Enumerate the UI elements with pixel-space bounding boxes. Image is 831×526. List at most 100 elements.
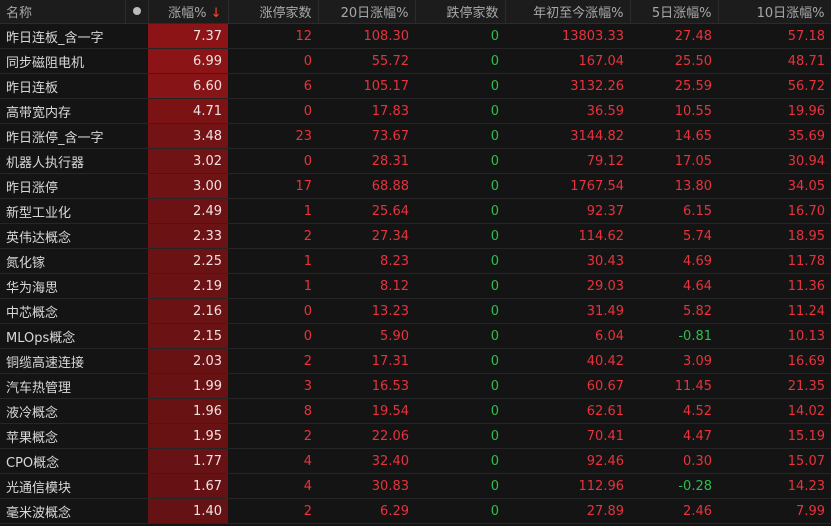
cell-limit-up: 4 — [228, 448, 318, 474]
table-row[interactable]: 毫米波概念 1.40 2 6.29 0 27.89 2.46 7.99 — [0, 498, 831, 524]
cell-10d: 11.36 — [718, 273, 831, 299]
cell-limit-down: 0 — [415, 248, 505, 274]
table-row[interactable]: 昨日连板_含一字 7.37 12 108.30 0 13803.33 27.48 57.18 — [0, 23, 831, 49]
cell-20d: 17.83 — [318, 98, 415, 124]
cell-5d: 25.59 — [630, 73, 718, 99]
table-row[interactable]: 苹果概念 1.95 2 22.06 0 70.41 4.47 15.19 — [0, 423, 831, 449]
cell-20d: 30.83 — [318, 473, 415, 499]
table-row[interactable]: 液冷概念 1.96 8 19.54 0 62.61 4.52 14.02 — [0, 398, 831, 424]
table-row[interactable]: 英伟达概念 2.33 2 27.34 0 114.62 5.74 18.95 — [0, 223, 831, 249]
cell-limit-up: 12 — [228, 23, 318, 49]
cell-limit-up: 17 — [228, 173, 318, 199]
cell-limit-up: 1 — [228, 198, 318, 224]
cell-10d: 15.19 — [718, 423, 831, 449]
cell-limit-down: 0 — [415, 298, 505, 324]
cell-change: 1.40 — [148, 498, 228, 524]
table-row[interactable]: 昨日连板 6.60 6 105.17 0 3132.26 25.59 56.72 — [0, 73, 831, 99]
cell-20d: 55.72 — [318, 48, 415, 74]
cell-10d: 14.23 — [718, 473, 831, 499]
cell-limit-down: 0 — [415, 423, 505, 449]
cell-limit-up: 3 — [228, 373, 318, 399]
table-row[interactable]: 机器人执行器 3.02 0 28.31 0 79.12 17.05 30.94 — [0, 148, 831, 174]
cell-20d: 105.17 — [318, 73, 415, 99]
cell-20d: 17.31 — [318, 348, 415, 374]
cell-20d: 108.30 — [318, 23, 415, 49]
table-row[interactable]: CPO概念 1.77 4 32.40 0 92.46 0.30 15.07 — [0, 448, 831, 474]
table-row[interactable]: 新型工业化 2.49 1 25.64 0 92.37 6.15 16.70 — [0, 198, 831, 224]
cell-5d: 11.45 — [630, 373, 718, 399]
table-row[interactable]: 同步磁阻电机 6.99 0 55.72 0 167.04 25.50 48.71 — [0, 48, 831, 74]
cell-change: 1.99 — [148, 373, 228, 399]
cell-5d: 4.69 — [630, 248, 718, 274]
cell-name: 中芯概念 — [0, 298, 125, 324]
cell-limit-up: 1 — [228, 248, 318, 274]
cell-20d: 28.31 — [318, 148, 415, 174]
table-row[interactable]: 汽车热管理 1.99 3 16.53 0 60.67 11.45 21.35 — [0, 373, 831, 399]
cell-5d: 13.80 — [630, 173, 718, 199]
col-dot[interactable] — [125, 0, 149, 24]
cell-10d: 15.07 — [718, 448, 831, 474]
cell-name: 氮化镓 — [0, 248, 125, 274]
cell-limit-up: 2 — [228, 498, 318, 524]
cell-change: 6.99 — [148, 48, 228, 74]
cell-name: 同步磁阻电机 — [0, 48, 125, 74]
cell-name: MLOps概念 — [0, 323, 125, 349]
table-row[interactable]: 昨日涨停 3.00 17 68.88 0 1767.54 13.80 34.05 — [0, 173, 831, 199]
cell-5d: 17.05 — [630, 148, 718, 174]
cell-10d: 16.69 — [718, 348, 831, 374]
table-row[interactable]: MLOps概念 2.15 0 5.90 0 6.04 -0.81 10.13 — [0, 323, 831, 349]
cell-dot — [125, 48, 148, 74]
cell-dot — [125, 398, 148, 424]
cell-limit-down: 0 — [415, 273, 505, 299]
cell-limit-up: 4 — [228, 473, 318, 499]
cell-20d: 19.54 — [318, 398, 415, 424]
cell-5d: 25.50 — [630, 48, 718, 74]
cell-limit-down: 0 — [415, 198, 505, 224]
cell-name: 昨日涨停_含一字 — [0, 123, 125, 149]
cell-dot — [125, 298, 148, 324]
cell-10d: 16.70 — [718, 198, 831, 224]
cell-5d: -0.81 — [630, 323, 718, 349]
cell-dot — [125, 323, 148, 349]
cell-change: 1.67 — [148, 473, 228, 499]
col-limit-down[interactable]: 跌停家数 — [415, 0, 506, 24]
table-row[interactable]: 华为海思 2.19 1 8.12 0 29.03 4.64 11.36 — [0, 273, 831, 299]
table-row[interactable]: 铜缆高速连接 2.03 2 17.31 0 40.42 3.09 16.69 — [0, 348, 831, 374]
cell-ytd: 36.59 — [505, 98, 630, 124]
cell-limit-up: 0 — [228, 48, 318, 74]
table-row[interactable]: 光通信模块 1.67 4 30.83 0 112.96 -0.28 14.23 — [0, 473, 831, 499]
cell-dot — [125, 473, 148, 499]
cell-name: 昨日连板_含一字 — [0, 23, 125, 49]
col-5d[interactable]: 5日涨幅% — [630, 0, 719, 24]
cell-limit-up: 0 — [228, 98, 318, 124]
table-row[interactable]: 中芯概念 2.16 0 13.23 0 31.49 5.82 11.24 — [0, 298, 831, 324]
cell-ytd: 112.96 — [505, 473, 630, 499]
cell-limit-down: 0 — [415, 323, 505, 349]
col-change[interactable]: 涨幅% ↓ — [148, 0, 229, 24]
table-row[interactable]: 昨日涨停_含一字 3.48 23 73.67 0 3144.82 14.65 35.69 — [0, 123, 831, 149]
table-row[interactable]: 高带宽内存 4.71 0 17.83 0 36.59 10.55 19.96 — [0, 98, 831, 124]
cell-dot — [125, 173, 148, 199]
cell-change: 2.49 — [148, 198, 228, 224]
cell-10d: 57.18 — [718, 23, 831, 49]
cell-20d: 22.06 — [318, 423, 415, 449]
table-row[interactable]: 氮化镓 2.25 1 8.23 0 30.43 4.69 11.78 — [0, 248, 831, 274]
col-10d[interactable]: 10日涨幅% — [718, 0, 831, 24]
cell-10d: 11.24 — [718, 298, 831, 324]
col-20d[interactable]: 20日涨幅% — [318, 0, 416, 24]
col-limit-up[interactable]: 涨停家数 — [228, 0, 319, 24]
cell-dot — [125, 273, 148, 299]
cell-dot — [125, 348, 148, 374]
cell-name: 苹果概念 — [0, 423, 125, 449]
cell-name: 光通信模块 — [0, 473, 125, 499]
col-name[interactable]: 名称 — [0, 0, 126, 24]
cell-name: CPO概念 — [0, 448, 125, 474]
col-ytd[interactable]: 年初至今涨幅% — [505, 0, 631, 24]
cell-ytd: 60.67 — [505, 373, 630, 399]
cell-ytd: 114.62 — [505, 223, 630, 249]
cell-change: 1.77 — [148, 448, 228, 474]
cell-5d: 4.64 — [630, 273, 718, 299]
cell-dot — [125, 248, 148, 274]
cell-10d: 35.69 — [718, 123, 831, 149]
